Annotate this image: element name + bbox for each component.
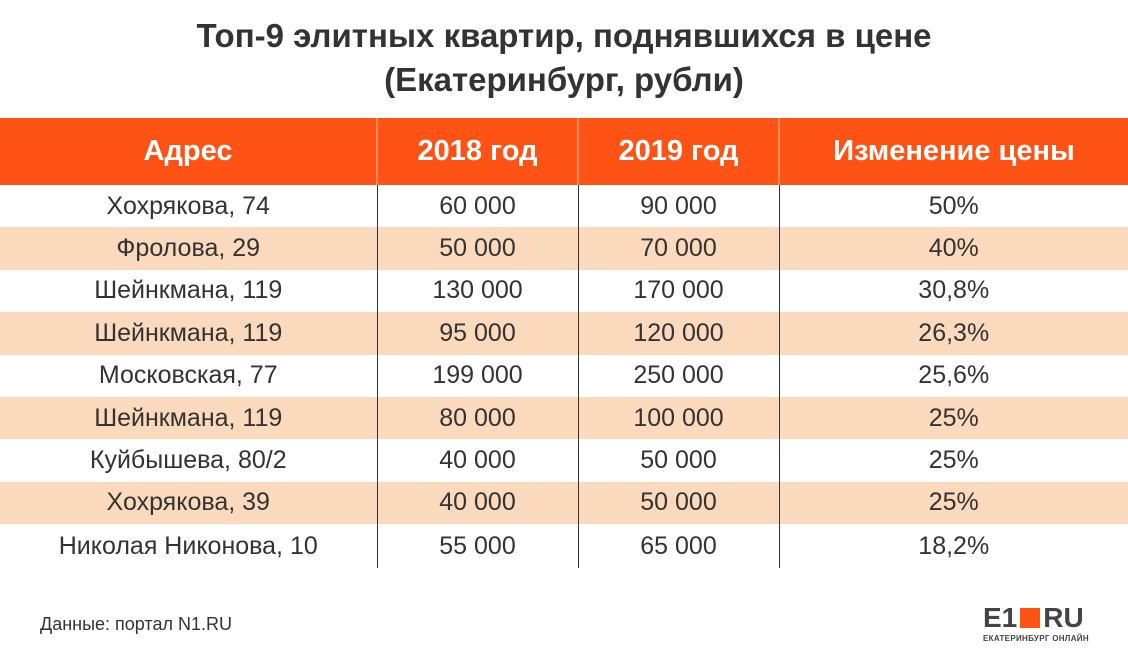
logo-tagline: ЕКАТЕРИНБУРГ ОНЛАЙН — [983, 634, 1089, 643]
title-line-2: (Екатеринбург, рубли) — [384, 61, 744, 98]
header-row: Адрес 2018 год 2019 год Изменение цены — [0, 118, 1128, 185]
price-table: Адрес 2018 год 2019 год Изменение цены Х… — [0, 118, 1128, 569]
table-row: Фролова, 29 50 000 70 000 40% — [0, 227, 1128, 270]
cell-2019: 250 000 — [577, 354, 779, 397]
cell-address: Шейнкмана, 119 — [94, 276, 283, 305]
cell-address: Хохрякова, 74 — [106, 191, 270, 220]
table-row: Николая Никонова, 10 55 000 65 000 18,2% — [0, 524, 1128, 569]
cell-change: 30,8% — [778, 269, 1128, 313]
cell-2019: 50 000 — [577, 481, 779, 525]
cell-2019: 170 000 — [577, 269, 779, 313]
cell-2018: 50 000 — [376, 227, 578, 270]
cell-address: Хохрякова, 39 — [106, 488, 270, 517]
logo-mark: E1 RU — [983, 604, 1084, 632]
cell-address: Куйбышева, 80/2 — [89, 446, 287, 475]
e1-logo: E1 RU ЕКАТЕРИНБУРГ ОНЛАЙН — [983, 604, 1093, 644]
cell-change: 40% — [778, 227, 1128, 270]
logo-text-left: E1 — [983, 602, 1018, 633]
cell-change: 26,3% — [778, 312, 1128, 355]
table-row: Хохрякова, 39 40 000 50 000 25% — [0, 481, 1128, 525]
cell-2018: 60 000 — [376, 185, 578, 228]
cell-2018: 40 000 — [376, 481, 578, 525]
logo-text-right: RU — [1043, 602, 1084, 633]
logo-square-icon — [1020, 608, 1041, 628]
header-2019: 2019 год — [577, 118, 779, 185]
table-row: Куйбышева, 80/2 40 000 50 000 25% — [0, 439, 1128, 482]
cell-2019: 70 000 — [577, 227, 779, 270]
cell-change: 25% — [778, 396, 1128, 440]
header-change: Изменение цены — [778, 118, 1128, 185]
cell-address: Московская, 77 — [98, 361, 278, 390]
cell-2019: 50 000 — [577, 439, 779, 482]
cell-address: Фролова, 29 — [116, 234, 261, 263]
cell-change: 25,6% — [778, 354, 1128, 397]
cell-2019: 120 000 — [577, 312, 779, 355]
cell-2018: 80 000 — [376, 396, 578, 440]
cell-2019: 100 000 — [577, 396, 779, 440]
table-row: Шейнкмана, 119 130 000 170 000 30,8% — [0, 269, 1128, 313]
cell-change: 25% — [778, 439, 1128, 482]
header-address: Адрес — [143, 135, 233, 167]
table-row: Московская, 77 199 000 250 000 25,6% — [0, 354, 1128, 397]
cell-change: 50% — [778, 185, 1128, 228]
chart-title: Топ-9 элитных квартир, поднявшихся в цен… — [0, 14, 1128, 102]
cell-2018: 55 000 — [376, 524, 578, 569]
cell-address: Шейнкмана, 119 — [94, 403, 283, 432]
table-row: Шейнкмана, 119 95 000 120 000 26,3% — [0, 312, 1128, 355]
header-2018: 2018 год — [376, 118, 578, 185]
cell-address: Николая Никонова, 10 — [58, 531, 318, 560]
cell-2019: 90 000 — [577, 185, 779, 228]
cell-2019: 65 000 — [577, 524, 779, 569]
table-row: Шейнкмана, 119 80 000 100 000 25% — [0, 396, 1128, 440]
source-note: Данные: портал N1.RU — [40, 614, 232, 634]
table-body: Хохрякова, 74 60 000 90 000 50% Фролова, 29 5… — [0, 185, 1128, 569]
cell-2018: 130 000 — [376, 269, 578, 313]
cell-2018: 199 000 — [376, 354, 578, 397]
cell-2018: 95 000 — [376, 312, 578, 355]
cell-2018: 40 000 — [376, 439, 578, 482]
cell-change: 18,2% — [778, 524, 1128, 569]
cell-address: Шейнкмана, 119 — [94, 318, 283, 347]
table-row: Хохрякова, 74 60 000 90 000 50% — [0, 185, 1128, 228]
title-line-1: Топ-9 элитных квартир, поднявшихся в цен… — [196, 17, 932, 54]
cell-change: 25% — [778, 481, 1128, 525]
